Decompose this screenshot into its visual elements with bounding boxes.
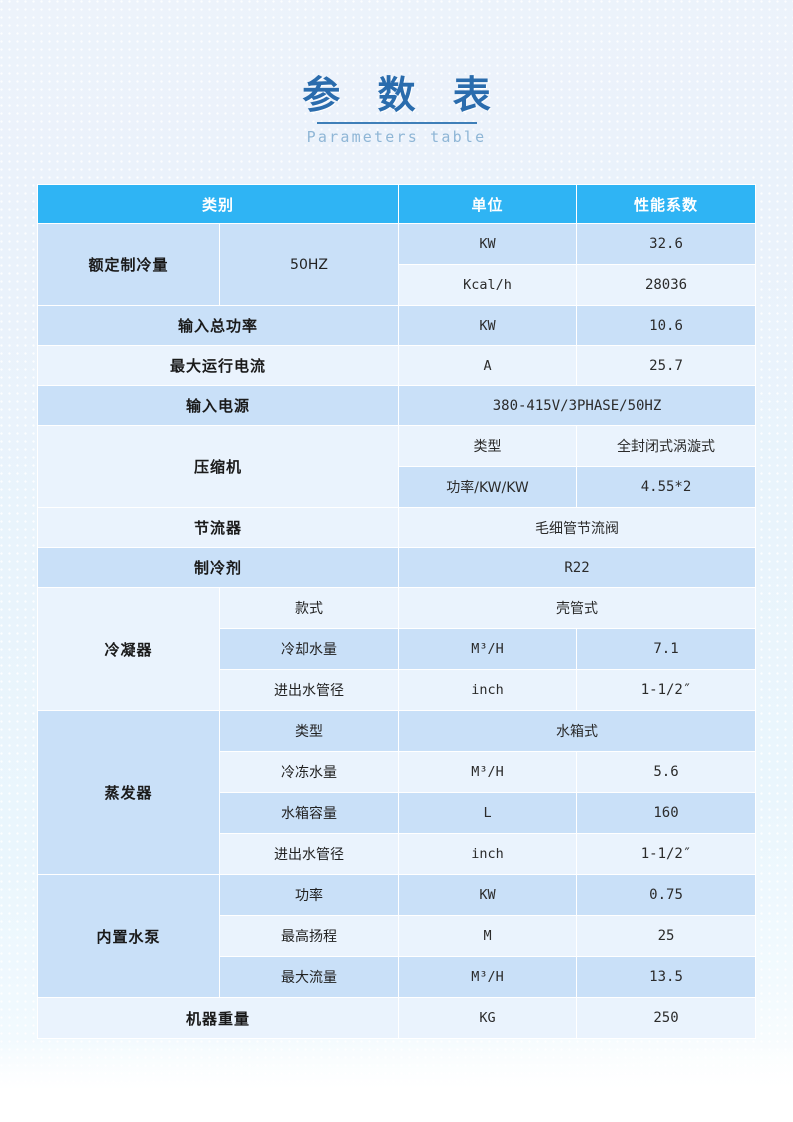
cell-sub-rated-capacity-freq: 50HZ: [218, 223, 400, 306]
table-row: 水箱容量 L 160: [38, 792, 757, 834]
cell-category-condenser: 冷凝器: [37, 587, 220, 711]
table-row: 冷冻水量 M³/H 5.6: [38, 751, 757, 793]
cell-category-built-in-pump: 内置水泵: [37, 874, 220, 998]
cell-unit-condenser-pipe-dia: inch: [398, 669, 578, 711]
cell-unit-evaporator-pipe-dia: inch: [398, 833, 578, 875]
cell-unit-condenser-cooling-water: M³/H: [398, 628, 578, 670]
cell-value-throttle: 毛细管节流阀: [398, 507, 757, 548]
cell-value-evaporator-pipe-dia: 1-1/2″: [576, 833, 757, 875]
cell-sub-pump-power: 功率: [218, 874, 400, 916]
table-row: 节流器 毛细管节流阀: [36, 507, 757, 548]
table-row: 冷凝器 款式 壳管式: [37, 587, 757, 711]
cell-sub-evaporator-pipe-dia: 进出水管径: [218, 833, 400, 875]
cell-value-compressor-power: 4.55*2: [576, 466, 757, 508]
cell-category-machine-weight: 机器重量: [36, 997, 400, 1039]
cell-value-compressor-type: 全封闭式涡漩式: [576, 425, 757, 467]
cell-value-condenser-cooling-water: 7.1: [576, 628, 757, 670]
cell-category-evaporator: 蒸发器: [37, 710, 220, 875]
table-row: 压缩机 类型 全封闭式涡漩式: [36, 425, 757, 508]
cell-unit-compressor-type: 类型: [398, 425, 578, 467]
table-row: Kcal/h 28036: [38, 264, 757, 306]
page-title: 参 数 表: [302, 72, 503, 117]
cell-unit-pump-max-head: M: [398, 915, 578, 957]
cell-sub-evaporator-tank-capacity: 水箱容量: [218, 792, 400, 834]
cell-value-refrigerant: R22: [398, 547, 757, 588]
table-row: 进出水管径 inch 1-1/2″: [38, 669, 757, 711]
table-row: 制冷剂 R22: [36, 547, 757, 588]
cell-unit-rated-capacity-kw: KW: [398, 223, 578, 265]
cell-category-total-input-power: 输入总功率: [36, 305, 400, 346]
cell-sub-condenser-cooling-water: 冷却水量: [218, 628, 400, 670]
cell-value-evaporator-tank-capacity: 160: [576, 792, 757, 834]
table-row: 最大流量 M³/H 13.5: [38, 956, 757, 998]
cell-value-condenser-style: 壳管式: [398, 587, 757, 629]
cell-unit-evaporator-tank-capacity: L: [398, 792, 578, 834]
cell-unit-evaporator-chilled-water: M³/H: [398, 751, 578, 793]
cell-value-max-current: 25.7: [576, 345, 757, 386]
column-header-category: 类别: [36, 184, 400, 224]
cell-unit-compressor-power: 功率/KW/KW: [398, 466, 578, 508]
cell-sub-evaporator-chilled-water: 冷冻水量: [218, 751, 400, 793]
cell-category-compressor: 压缩机: [36, 425, 400, 508]
cell-category-refrigerant: 制冷剂: [36, 547, 400, 588]
parameters-table: 类别 单位 性能系数 额定制冷量 50HZ KW 32.6 Kcal/h 280…: [36, 184, 757, 1039]
cell-unit-pump-max-flow: M³/H: [398, 956, 578, 998]
cell-sub-evaporator-type: 类型: [218, 710, 400, 752]
table-row: 额定制冷量 50HZ KW 32.6: [37, 223, 757, 306]
cell-value-rated-capacity-kcal: 28036: [576, 264, 757, 306]
cell-sub-condenser-pipe-dia: 进出水管径: [218, 669, 400, 711]
cell-sub-condenser-style: 款式: [218, 587, 400, 629]
cell-category-throttle: 节流器: [36, 507, 400, 548]
cell-sub-pump-max-flow: 最大流量: [218, 956, 400, 998]
table-row: 蒸发器 类型 水箱式: [37, 710, 757, 875]
cell-unit-pump-power: KW: [398, 874, 578, 916]
cell-value-rated-capacity-kw: 32.6: [576, 223, 757, 265]
cell-value-pump-max-flow: 13.5: [576, 956, 757, 998]
column-header-coefficient: 性能系数: [576, 184, 757, 224]
table-row: 冷却水量 M³/H 7.1: [38, 628, 757, 670]
cell-value-evaporator-type: 水箱式: [398, 710, 757, 752]
table-row: 输入电源 380-415V/3PHASE/50HZ: [36, 385, 757, 426]
cell-value-pump-max-head: 25: [576, 915, 757, 957]
table-row: 进出水管径 inch 1-1/2″: [38, 833, 757, 875]
cell-unit-rated-capacity-kcal: Kcal/h: [398, 264, 578, 306]
table-row: 内置水泵 功率 KW 0.75: [37, 874, 757, 998]
table-row: 功率/KW/KW 4.55*2: [38, 466, 757, 508]
table-row: 最大运行电流 A 25.7: [36, 345, 757, 386]
cell-value-total-input-power: 10.6: [576, 305, 757, 346]
page-title-block: 参 数 表 Parameters table: [0, 72, 793, 148]
cell-unit-total-input-power: KW: [398, 305, 578, 346]
cell-value-evaporator-chilled-water: 5.6: [576, 751, 757, 793]
cell-category-max-current: 最大运行电流: [36, 345, 400, 386]
table-row: 最高扬程 M 25: [38, 915, 757, 957]
cell-category-power-supply: 输入电源: [36, 385, 400, 426]
cell-value-power-supply: 380-415V/3PHASE/50HZ: [398, 385, 757, 426]
column-header-unit: 单位: [398, 184, 578, 224]
cell-sub-pump-max-head: 最高扬程: [218, 915, 400, 957]
cell-unit-machine-weight: KG: [398, 997, 578, 1039]
table-row: 机器重量 KG 250: [36, 997, 757, 1039]
cell-value-pump-power: 0.75: [576, 874, 757, 916]
title-divider: [316, 122, 477, 124]
table-row: 输入总功率 KW 10.6: [36, 305, 757, 346]
cell-value-condenser-pipe-dia: 1-1/2″: [576, 669, 757, 711]
cell-value-machine-weight: 250: [576, 997, 757, 1039]
page-subtitle: Parameters table: [306, 128, 487, 146]
table-header-row: 类别 单位 性能系数: [36, 184, 757, 224]
cell-unit-max-current: A: [398, 345, 578, 386]
cell-category-rated-capacity: 额定制冷量: [37, 223, 220, 306]
